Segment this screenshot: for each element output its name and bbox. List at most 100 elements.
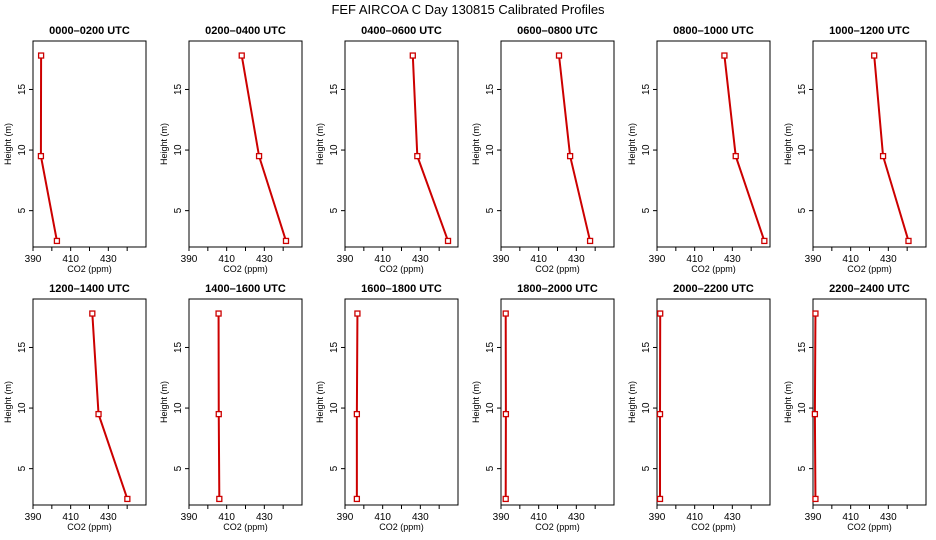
y-tick-label: 5 — [797, 465, 808, 471]
profile-panel: 0600–0800 UTC 390 410 430 5 10 15 CO2 (ppm) Heig… — [471, 25, 615, 274]
x-tick-label: 430 — [256, 512, 273, 523]
panel-title: 2000–2200 UTC — [673, 283, 754, 295]
profile-point — [124, 495, 131, 503]
x-tick-label: 390 — [805, 512, 822, 523]
profile-point — [502, 495, 509, 503]
y-tick-label: 15 — [329, 83, 340, 95]
profile-point — [732, 152, 739, 160]
panel-title: 0400–0600 UTC — [361, 25, 442, 37]
y-tick-label: 5 — [797, 207, 808, 213]
x-axis-label: CO2 (ppm) — [379, 264, 424, 274]
x-tick-label: 430 — [724, 512, 741, 523]
y-tick-label: 5 — [641, 465, 652, 471]
y-tick-label: 5 — [17, 465, 28, 471]
profile-panel: 0800–1000 UTC 390 410 430 5 10 15 CO2 (ppm) Heig… — [627, 25, 771, 274]
x-tick-label: 410 — [842, 254, 859, 265]
figure-title: FEF AIRCOA C Day 130815 Calibrated Profi… — [331, 2, 605, 17]
profile-point — [812, 495, 819, 503]
y-tick-label: 10 — [797, 144, 808, 156]
profile-point — [566, 152, 574, 160]
profile-point — [215, 310, 222, 317]
profile-point — [353, 495, 361, 503]
profile-point — [502, 410, 510, 418]
profile-line — [873, 55, 910, 242]
profile-point — [238, 52, 245, 59]
profile-point — [656, 495, 664, 503]
profile-panel: 2000–2200 UTC 390 410 430 5 10 15 CO2 (ppm) Heig… — [627, 283, 771, 532]
profile-line — [91, 313, 129, 500]
x-tick-label: 430 — [100, 512, 117, 523]
x-tick-label: 410 — [218, 254, 235, 265]
profile-point — [282, 237, 290, 245]
x-axis-label: CO2 (ppm) — [67, 264, 112, 274]
profile-line — [813, 313, 817, 499]
y-tick-label: 5 — [329, 207, 340, 213]
profile-point — [53, 237, 61, 245]
y-tick-label: 10 — [17, 144, 28, 156]
x-tick-label: 430 — [100, 254, 117, 265]
x-tick-label: 430 — [880, 512, 897, 523]
plot-frame — [500, 40, 615, 248]
profile-panel: 1200–1400 UTC 390 410 430 5 10 15 CO2 (ppm) Heig… — [3, 283, 147, 532]
profile-point — [871, 52, 878, 59]
profile-panel: 1400–1600 UTC 390 410 430 5 10 15 CO2 (ppm) Heig… — [159, 283, 303, 532]
y-tick-label: 10 — [329, 402, 340, 414]
x-tick-label: 410 — [530, 254, 547, 265]
y-tick-label: 10 — [485, 402, 496, 414]
y-tick-label: 15 — [17, 83, 28, 95]
profile-point — [444, 237, 452, 245]
profile-line — [39, 55, 58, 242]
profile-point — [656, 410, 664, 418]
profile-point — [586, 237, 594, 245]
x-tick-label: 390 — [805, 254, 822, 265]
y-tick-label: 10 — [641, 144, 652, 156]
y-tick-label: 15 — [797, 83, 808, 95]
profile-line — [558, 55, 592, 242]
y-axis-label: Height (m) — [3, 123, 13, 165]
y-tick-label: 5 — [173, 207, 184, 213]
x-tick-label: 410 — [686, 254, 703, 265]
x-tick-label: 410 — [62, 254, 79, 265]
y-axis-label: Height (m) — [471, 381, 481, 423]
y-tick-label: 15 — [329, 341, 340, 353]
profile-panel: 0400–0600 UTC 390 410 430 5 10 15 CO2 (ppm) Heig… — [315, 25, 459, 274]
y-axis-label: Height (m) — [471, 123, 481, 165]
y-tick-label: 5 — [485, 207, 496, 213]
plot-frame — [32, 40, 147, 248]
profile-line — [217, 313, 221, 499]
panel-title: 1000–1200 UTC — [829, 25, 910, 37]
y-axis-label: Height (m) — [315, 381, 325, 423]
profile-point — [353, 410, 361, 418]
plot-frame — [188, 298, 303, 506]
x-tick-label: 410 — [842, 512, 859, 523]
y-tick-label: 15 — [485, 83, 496, 95]
x-tick-label: 410 — [218, 512, 235, 523]
x-axis-label: CO2 (ppm) — [535, 522, 580, 532]
panel-title: 1200–1400 UTC — [49, 283, 130, 295]
profile-panel: 1800–2000 UTC 390 410 430 5 10 15 CO2 (ppm) Heig… — [471, 283, 615, 532]
x-tick-label: 410 — [530, 512, 547, 523]
x-tick-label: 430 — [256, 254, 273, 265]
panel-grid: 0000–0200 UTC 390 410 430 5 10 15 CO2 (ppm) Heig… — [3, 25, 927, 532]
panel-title: 0000–0200 UTC — [49, 25, 130, 37]
profile-point — [354, 310, 361, 317]
plot-frame — [656, 298, 771, 506]
plot-frame — [32, 298, 147, 506]
profile-point — [37, 152, 45, 160]
x-tick-label: 390 — [493, 512, 510, 523]
y-tick-label: 5 — [17, 207, 28, 213]
y-tick-label: 15 — [485, 341, 496, 353]
x-tick-label: 430 — [724, 254, 741, 265]
x-axis-label: CO2 (ppm) — [847, 522, 892, 532]
profile-point — [812, 310, 819, 317]
panel-title: 0800–1000 UTC — [673, 25, 754, 37]
y-tick-label: 15 — [641, 83, 652, 95]
y-tick-label: 10 — [173, 402, 184, 414]
x-axis-label: CO2 (ppm) — [223, 522, 268, 532]
y-tick-label: 10 — [17, 402, 28, 414]
x-tick-label: 390 — [649, 254, 666, 265]
x-tick-label: 410 — [374, 254, 391, 265]
x-tick-label: 410 — [374, 512, 391, 523]
x-tick-label: 390 — [25, 254, 42, 265]
